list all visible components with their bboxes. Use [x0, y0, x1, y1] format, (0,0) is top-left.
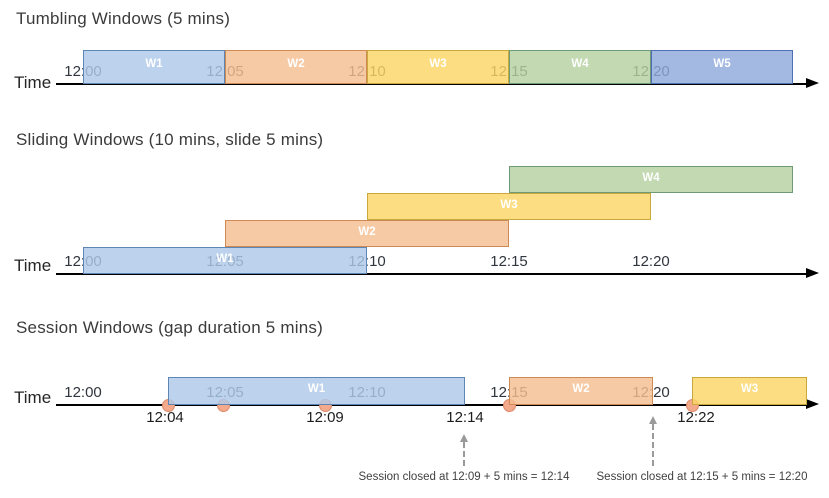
window-label-session-w2: W2 [572, 383, 590, 395]
timeline-arrowhead-icon-tumbling [806, 78, 819, 88]
time-axis-label-tumbling: Time [14, 73, 52, 92]
annotation-arrowhead-icon-1 [459, 434, 468, 442]
window-box-session-w2: W2 [509, 377, 653, 405]
annotation-dashed-line-1 [463, 442, 465, 466]
window-label-sliding-w3: W3 [500, 199, 518, 211]
window-box-sliding-w2: W2 [225, 220, 509, 247]
window-label-session-w3: W3 [740, 383, 759, 395]
window-box-tumbling-w3: W3 [367, 50, 509, 84]
window-label-sliding-w2: W2 [358, 226, 376, 238]
timeline-arrowhead-icon-sliding [806, 268, 819, 278]
window-box-tumbling-w1: W1 [83, 50, 225, 84]
event-time-label-1222: 12:22 [677, 409, 715, 426]
event-time-label-1204: 12:04 [146, 409, 184, 426]
window-box-tumbling-w4: W4 [509, 50, 651, 84]
tick-label-session-1200: 12:00 [64, 384, 102, 401]
window-label-tumbling-w4: W4 [571, 58, 589, 70]
event-time-label-1209: 12:09 [306, 409, 344, 426]
window-label-sliding-w1: W1 [216, 253, 234, 265]
window-box-tumbling-w2: W2 [225, 50, 367, 84]
window-box-session-w3: W3 [692, 377, 807, 405]
window-label-tumbling-w1: W1 [145, 58, 163, 70]
session-closed-annotation-2: Session closed at 12:15 + 5 mins = 12:20 [596, 471, 808, 483]
window-label-tumbling-w5: W5 [713, 58, 731, 70]
window-box-sliding-w1: W1 [83, 247, 367, 274]
tick-label-sliding-1220: 12:20 [632, 253, 670, 270]
window-label-session-w1: W1 [307, 383, 326, 395]
event-time-label-1214: 12:14 [446, 409, 484, 426]
session-closed-annotation-1: Session closed at 12:09 + 5 mins = 12:14 [358, 471, 570, 483]
section-title-session: Session Windows (gap duration 5 mins) [16, 318, 323, 337]
annotation-arrowhead-icon-2 [648, 416, 657, 424]
tick-label-sliding-1215: 12:15 [490, 253, 528, 270]
window-box-tumbling-w5: W5 [651, 50, 793, 84]
section-title-sliding: Sliding Windows (10 mins, slide 5 mins) [16, 130, 324, 149]
window-label-tumbling-w3: W3 [429, 58, 447, 70]
window-box-sliding-w4: W4 [509, 166, 793, 193]
section-title-tumbling: Tumbling Windows (5 mins) [16, 9, 231, 28]
annotation-dashed-line-2 [652, 424, 654, 466]
timeline-axis-sliding [56, 273, 806, 275]
window-box-sliding-w3: W3 [367, 193, 651, 220]
window-box-session-w1: W1 [168, 377, 465, 405]
window-label-sliding-w4: W4 [642, 172, 660, 184]
timeline-arrowhead-icon-session [806, 399, 819, 409]
time-axis-label-session: Time [14, 388, 52, 407]
timeline-axis-session [56, 404, 806, 406]
time-axis-label-sliding: Time [14, 256, 52, 275]
timeline-axis-tumbling [56, 83, 806, 85]
window-label-tumbling-w2: W2 [287, 58, 305, 70]
